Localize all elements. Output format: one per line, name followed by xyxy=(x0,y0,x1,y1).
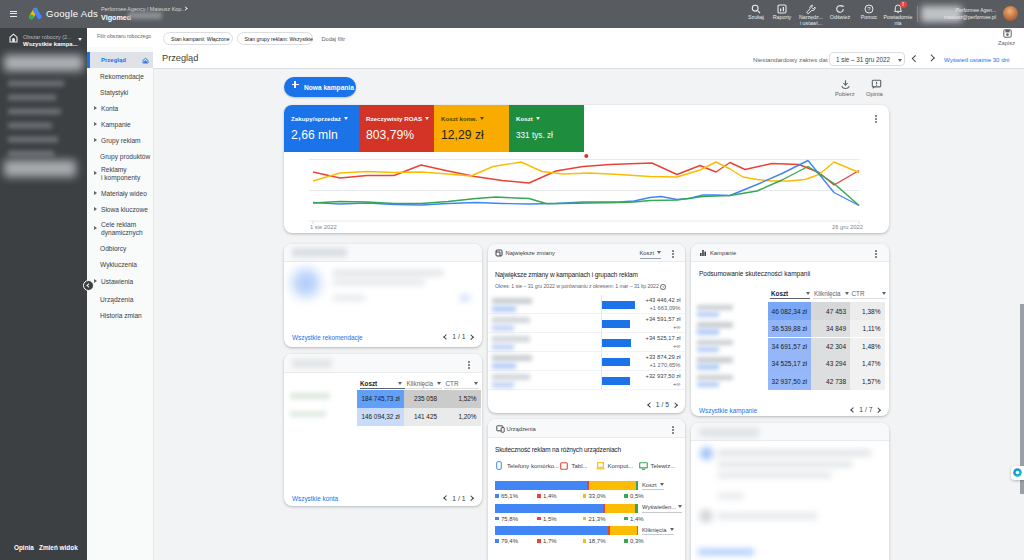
svg-text:?: ? xyxy=(867,6,871,12)
